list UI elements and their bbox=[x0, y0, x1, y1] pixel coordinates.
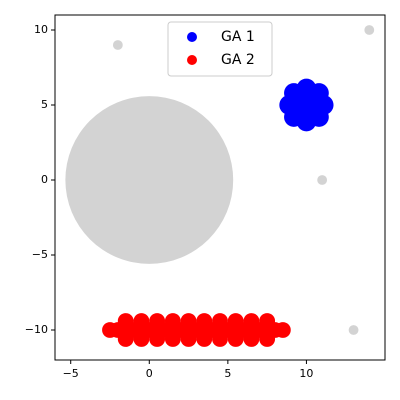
scatter-point bbox=[149, 313, 166, 329]
legend-label: GA 1 bbox=[221, 29, 255, 45]
scatter-point bbox=[180, 331, 197, 347]
scatter-point bbox=[149, 331, 166, 347]
scatter-point bbox=[112, 40, 123, 50]
scatter-point bbox=[212, 313, 228, 329]
legend-marker bbox=[187, 55, 197, 65]
scatter-point bbox=[364, 25, 375, 35]
x-tick-label: 10 bbox=[299, 367, 313, 380]
scatter-point bbox=[117, 313, 134, 329]
scatter-point bbox=[259, 313, 276, 329]
scatter-point bbox=[212, 331, 228, 347]
scatter-point bbox=[180, 313, 197, 329]
y-tick-label: −10 bbox=[25, 323, 48, 336]
scatter-point bbox=[196, 331, 213, 347]
axes-frame bbox=[54, 14, 386, 361]
scatter-point bbox=[243, 313, 260, 329]
scatter-point bbox=[317, 175, 328, 185]
scatter-point bbox=[227, 313, 244, 329]
y-tick-label: 10 bbox=[34, 23, 48, 36]
plot-area bbox=[65, 25, 375, 347]
scatter-point bbox=[309, 107, 329, 127]
scatter-point bbox=[196, 313, 213, 329]
y-tick-label: 5 bbox=[41, 98, 48, 111]
legend-box bbox=[167, 21, 273, 77]
scatter-point bbox=[164, 331, 181, 347]
scatter-point bbox=[117, 331, 134, 347]
scatter-point bbox=[65, 96, 234, 264]
y-tick-label: −5 bbox=[32, 248, 48, 261]
scatter-point bbox=[274, 322, 291, 338]
x-tick-label: 0 bbox=[146, 367, 153, 380]
scatter-point bbox=[227, 331, 244, 347]
scatter-point bbox=[348, 325, 359, 335]
x-tick-label: 5 bbox=[224, 367, 231, 380]
scatter-point bbox=[164, 313, 181, 329]
y-tick-label: 0 bbox=[41, 173, 48, 186]
scatter-point bbox=[133, 331, 150, 347]
legend-label: GA 2 bbox=[221, 52, 255, 68]
scatter-point bbox=[296, 95, 317, 115]
legend-marker bbox=[187, 32, 197, 42]
x-tick-label: −5 bbox=[63, 367, 79, 380]
scatter-point bbox=[133, 313, 150, 329]
scatter-point bbox=[243, 331, 260, 347]
scatter-point bbox=[259, 331, 276, 347]
